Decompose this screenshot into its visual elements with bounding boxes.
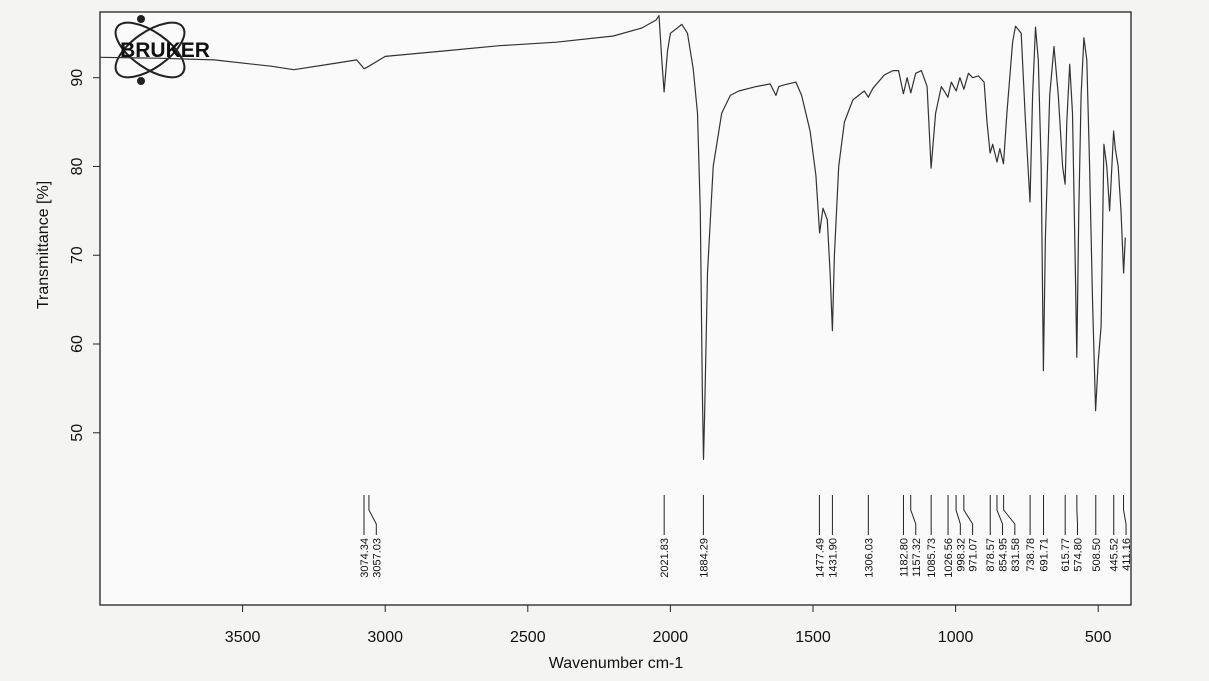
peak-label: 1026.56 — [943, 538, 955, 578]
peak-label: 445.52 — [1109, 538, 1121, 572]
peak-label: 998.32 — [955, 538, 967, 572]
spectrum-line — [99, 15, 1126, 460]
y-tick-label: 80 — [69, 157, 86, 175]
peak-label: 691.71 — [1039, 538, 1051, 572]
peak-marker — [368, 495, 377, 535]
logo-text: BRUKER — [120, 39, 210, 62]
peak-label: 878.57 — [985, 538, 997, 572]
y-axis-title: Transmittance [%] — [35, 181, 52, 309]
peak-label: 831.58 — [1010, 538, 1022, 572]
x-axis-title: Wavenumber cm-1 — [549, 655, 684, 672]
peak-label: 3057.03 — [371, 538, 383, 578]
peak-label: 411.16 — [1121, 538, 1133, 571]
logo-orbit — [114, 21, 186, 79]
logo-orbit — [114, 21, 186, 79]
x-tick-label: 3500 — [225, 629, 261, 646]
x-tick-label: 3000 — [367, 629, 403, 646]
x-tick-label: 2500 — [510, 629, 546, 646]
x-tick-label: 500 — [1085, 629, 1112, 646]
peak-label: 574.80 — [1072, 538, 1084, 572]
peak-marker — [1003, 495, 1016, 535]
peak-label: 738.78 — [1025, 538, 1037, 572]
peak-marker — [1076, 495, 1078, 535]
peak-marker — [996, 495, 1004, 535]
peak-label: 1157.32 — [911, 538, 923, 577]
logo: BRUKER — [114, 15, 210, 85]
peak-marker — [910, 495, 917, 535]
logo-dot — [137, 15, 145, 23]
peak-marker — [963, 495, 974, 535]
plot-frame — [99, 11, 1132, 606]
peak-label: 971.07 — [968, 538, 980, 572]
peak-marker — [955, 495, 961, 535]
y-tick-label: 60 — [69, 335, 86, 353]
peak-label: 854.95 — [998, 538, 1010, 572]
peak-label: 1182.80 — [898, 538, 910, 577]
y-tick-label: 90 — [69, 69, 86, 87]
peak-marker — [1123, 495, 1127, 535]
x-tick-label: 1500 — [795, 629, 831, 646]
peak-label: 508.50 — [1091, 538, 1103, 572]
y-tick-label: 50 — [69, 424, 86, 442]
x-tick-label: 1000 — [938, 629, 974, 646]
peak-label: 1306.03 — [863, 538, 875, 578]
x-tick-label: 2000 — [653, 629, 689, 646]
peak-label: 1085.73 — [926, 538, 938, 578]
logo-dot — [137, 77, 145, 85]
peak-label: 2021.83 — [659, 538, 671, 578]
peak-label: 1477.49 — [814, 538, 826, 578]
peak-label: 1431.90 — [827, 538, 839, 578]
peak-label: 3074.34 — [359, 538, 371, 578]
peak-label: 1884.29 — [698, 538, 710, 578]
peak-label: 615.77 — [1060, 538, 1072, 572]
y-tick-label: 70 — [69, 246, 86, 264]
